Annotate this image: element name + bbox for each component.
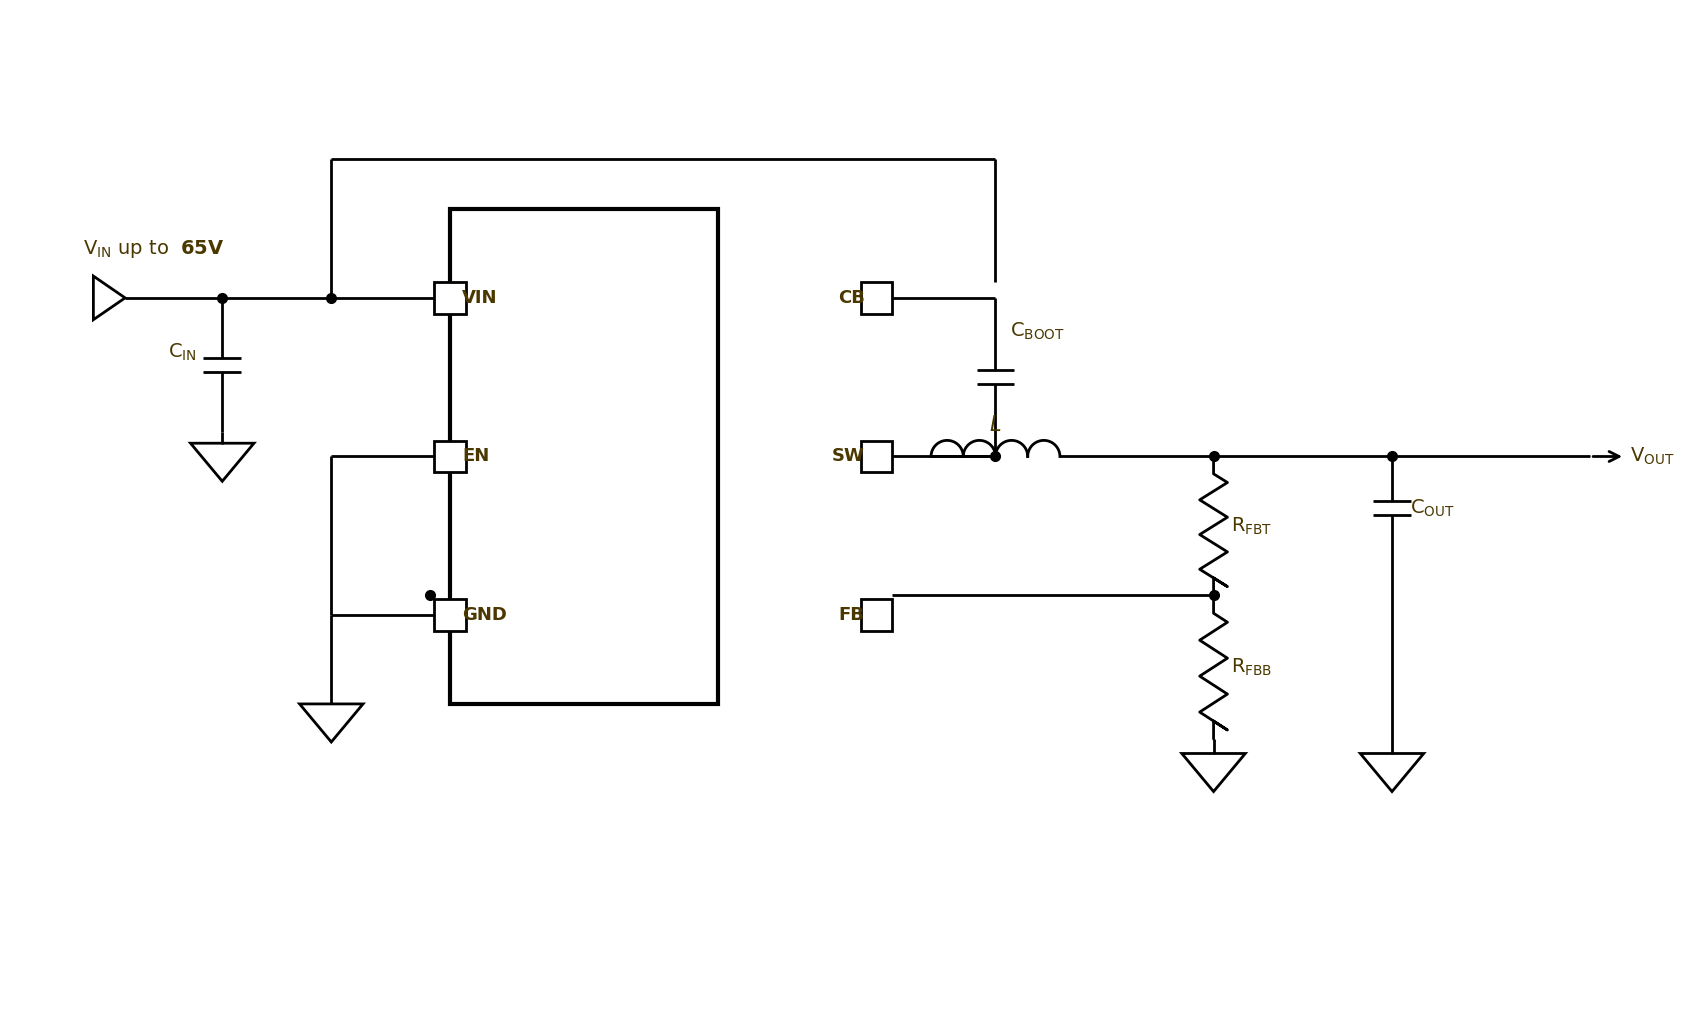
Text: CB: CB [837,289,864,307]
Bar [861,282,893,314]
Polygon shape [1361,753,1423,792]
Text: V$_{\mathsf{OUT}}$: V$_{\mathsf{OUT}}$ [1630,446,1674,467]
Text: FB: FB [839,606,864,624]
Polygon shape [190,443,254,481]
Text: V$_{\mathsf{IN}}$ up to  $\mathbf{65V}$: V$_{\mathsf{IN}}$ up to $\mathbf{65V}$ [84,238,226,261]
Text: R$_{\mathsf{FBT}}$: R$_{\mathsf{FBT}}$ [1231,515,1273,537]
Bar [861,599,893,631]
Polygon shape [300,704,364,742]
Text: SW: SW [832,447,864,466]
Text: L: L [990,415,1002,435]
Text: C$_{\mathsf{IN}}$: C$_{\mathsf{IN}}$ [168,342,197,363]
Bar [434,599,466,631]
Text: GND: GND [461,606,507,624]
Text: C$_{\mathsf{BOOT}}$: C$_{\mathsf{BOOT}}$ [1010,321,1066,343]
Bar [434,440,466,472]
Polygon shape [93,276,125,320]
Polygon shape [1182,753,1244,792]
Bar [861,440,893,472]
Text: EN: EN [461,447,490,466]
Text: C$_{\mathsf{OUT}}$: C$_{\mathsf{OUT}}$ [1410,498,1455,519]
Bar [434,282,466,314]
Text: R$_{\mathsf{FBB}}$: R$_{\mathsf{FBB}}$ [1231,657,1273,678]
Bar [450,208,717,704]
Text: VIN: VIN [461,289,498,307]
